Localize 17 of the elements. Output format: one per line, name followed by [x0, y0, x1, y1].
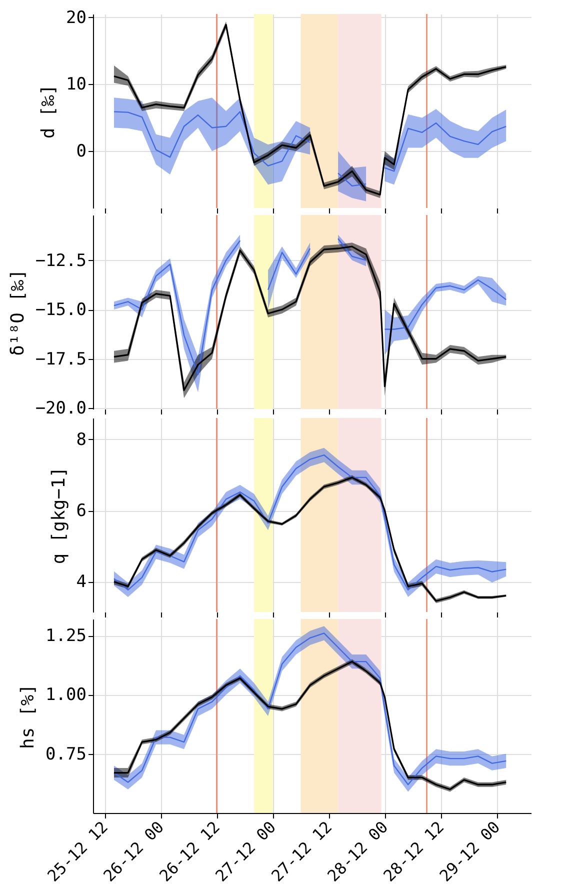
y-tick-label: 0.75 [46, 744, 86, 764]
y-axis-title: δ¹⁸O [‰] [7, 269, 28, 356]
y-tick-label: 4 [76, 572, 86, 592]
y-tick-label: −17.5 [35, 349, 86, 370]
y-axis-title: q [gkg−1] [48, 466, 70, 564]
y-tick-label: 1.25 [46, 626, 86, 646]
y-tick-label: 1.00 [46, 685, 86, 706]
y-tick-label: −15.0 [35, 300, 86, 320]
y-tick-label: 8 [76, 430, 86, 450]
y-tick-label: −20.0 [35, 398, 86, 419]
y-axis-title: d [‰] [38, 84, 60, 139]
y-tick-label: 0 [76, 142, 86, 162]
y-tick-label: 20 [66, 8, 86, 28]
y-axis-title: hs [%] [18, 684, 39, 750]
y-tick-label: 6 [76, 501, 86, 522]
y-tick-label: −12.5 [35, 250, 86, 271]
y-tick-label: 10 [66, 74, 86, 95]
